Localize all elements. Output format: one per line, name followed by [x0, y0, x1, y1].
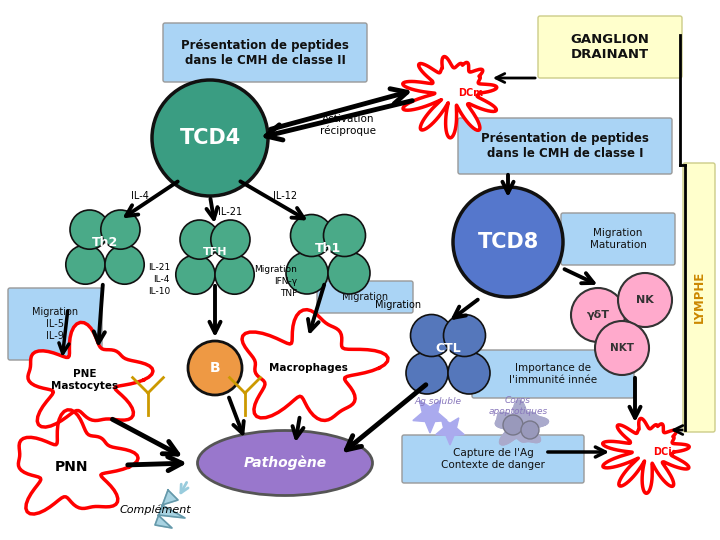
Text: Migration
IL-5
IL-9: Migration IL-5 IL-9 [32, 307, 78, 341]
Text: GANGLION
DRAINANT: GANGLION DRAINANT [570, 33, 649, 61]
FancyBboxPatch shape [8, 288, 102, 360]
Text: PNE
Mastocytes: PNE Mastocytes [51, 369, 119, 391]
FancyBboxPatch shape [538, 16, 682, 78]
Polygon shape [155, 490, 185, 528]
Circle shape [503, 415, 523, 435]
Circle shape [290, 214, 333, 256]
Text: Macrophages: Macrophages [269, 363, 348, 373]
FancyBboxPatch shape [317, 281, 413, 313]
FancyBboxPatch shape [683, 163, 715, 432]
Ellipse shape [197, 430, 372, 496]
Polygon shape [402, 57, 497, 138]
Circle shape [101, 210, 140, 249]
Circle shape [444, 314, 485, 356]
Circle shape [152, 80, 268, 196]
Text: TNF: TNF [280, 289, 297, 299]
Circle shape [595, 321, 649, 375]
Text: Migration: Migration [375, 300, 421, 310]
Text: Pathogène: Pathogène [243, 456, 327, 470]
Text: NK: NK [636, 295, 654, 305]
Text: IL-12: IL-12 [273, 191, 297, 201]
Text: LYMPHE: LYMPHE [693, 271, 706, 323]
Text: Corps
apoptotiques: Corps apoptotiques [488, 396, 548, 416]
FancyBboxPatch shape [561, 213, 675, 265]
Circle shape [453, 187, 563, 297]
Circle shape [105, 245, 144, 284]
Polygon shape [603, 418, 689, 494]
Circle shape [521, 421, 539, 439]
Text: TFH: TFH [203, 247, 228, 257]
Text: Th1: Th1 [315, 242, 341, 255]
Text: Th2: Th2 [92, 235, 118, 249]
Circle shape [448, 352, 490, 394]
FancyBboxPatch shape [472, 350, 634, 398]
FancyBboxPatch shape [458, 118, 672, 174]
Polygon shape [19, 410, 138, 514]
Circle shape [66, 245, 105, 284]
Circle shape [571, 288, 625, 342]
Circle shape [406, 352, 448, 394]
Text: Migration
Maturation: Migration Maturation [590, 228, 647, 250]
Circle shape [286, 252, 328, 294]
Text: Présentation de peptides
dans le CMH de classe II: Présentation de peptides dans le CMH de … [181, 38, 349, 66]
Text: DCi: DCi [653, 447, 672, 457]
Text: Capture de l'Ag
Contexte de danger: Capture de l'Ag Contexte de danger [441, 448, 545, 470]
Circle shape [323, 214, 366, 256]
Polygon shape [413, 401, 447, 433]
FancyBboxPatch shape [163, 23, 367, 82]
Text: Importance de
l'immunité innée: Importance de l'immunité innée [509, 363, 597, 385]
Text: CTL: CTL [435, 342, 461, 355]
Text: IL-21: IL-21 [218, 207, 242, 217]
FancyBboxPatch shape [402, 435, 584, 483]
Circle shape [328, 252, 370, 294]
Polygon shape [436, 418, 464, 445]
Text: γδT: γδT [587, 310, 610, 320]
Text: IL-10: IL-10 [148, 287, 170, 296]
Circle shape [70, 210, 109, 249]
Text: IL-4: IL-4 [131, 191, 149, 201]
Circle shape [215, 255, 254, 294]
Text: Complément: Complément [120, 505, 191, 515]
Text: B: B [210, 361, 220, 375]
Polygon shape [242, 309, 388, 421]
Text: PNN: PNN [55, 460, 89, 474]
Text: Activation
réciproque: Activation réciproque [320, 114, 376, 136]
Text: Ag soluble: Ag soluble [415, 397, 462, 407]
Polygon shape [28, 322, 153, 427]
Text: IL-4: IL-4 [153, 275, 170, 285]
Circle shape [176, 255, 215, 294]
Text: TCD8: TCD8 [477, 232, 539, 252]
Circle shape [180, 220, 219, 259]
Circle shape [188, 341, 242, 395]
Text: Migration: Migration [254, 266, 297, 274]
Circle shape [618, 273, 672, 327]
Circle shape [410, 314, 452, 356]
Circle shape [211, 220, 250, 259]
Text: Migration: Migration [342, 292, 388, 302]
Text: IFN-γ: IFN-γ [274, 278, 297, 287]
Text: DCm: DCm [458, 88, 483, 98]
Text: Présentation de peptides
dans le CMH de classe I: Présentation de peptides dans le CMH de … [481, 132, 649, 160]
Text: TCD4: TCD4 [179, 128, 240, 148]
Polygon shape [495, 400, 549, 445]
Text: IL-21: IL-21 [148, 264, 170, 273]
Text: NKT: NKT [610, 343, 634, 353]
